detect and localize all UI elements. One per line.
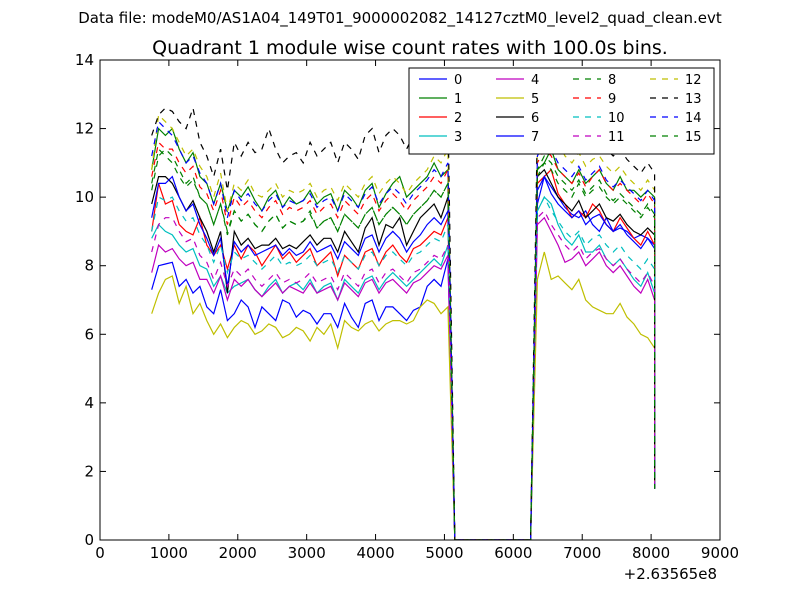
legend-label-15: 15 <box>685 130 702 145</box>
data-file-label: Data file: modeM0/AS1A04_149T01_90000020… <box>78 9 722 28</box>
chart-title: Quadrant 1 module wise count rates with … <box>152 37 668 59</box>
x-tick-label: 1000 <box>150 544 188 562</box>
legend-label-3: 3 <box>454 130 462 145</box>
x-tick-label: 2000 <box>219 544 257 562</box>
legend-label-7: 7 <box>531 130 539 145</box>
y-tick-label: 10 <box>75 188 94 206</box>
legend-label-1: 1 <box>454 92 462 107</box>
series-line-3 <box>151 196 656 540</box>
legend-label-10: 10 <box>608 111 625 126</box>
y-tick-label: 14 <box>75 51 94 69</box>
legend-label-2: 2 <box>454 111 462 126</box>
y-tick-label: 6 <box>84 325 94 343</box>
series-line-5 <box>151 251 656 540</box>
y-tick-label: 2 <box>84 462 94 480</box>
legend-label-8: 8 <box>608 73 616 88</box>
series-line-1 <box>151 127 656 540</box>
legend-label-12: 12 <box>685 73 702 88</box>
x-axis: 0 1000 2000 3000 4000 5000 6000 7000 8000 9000 <box>95 60 739 562</box>
legend-label-11: 11 <box>608 130 625 145</box>
series-line-12 <box>151 87 656 540</box>
legend-label-5: 5 <box>531 92 539 107</box>
y-tick-label: 12 <box>75 120 94 138</box>
series-layer <box>151 87 656 540</box>
legend-label-13: 13 <box>685 92 702 107</box>
legend-label-9: 9 <box>608 92 616 107</box>
series-line-15 <box>151 147 656 540</box>
x-tick-label: 6000 <box>494 544 532 562</box>
y-tick-label: 8 <box>84 257 94 275</box>
x-tick-label: 0 <box>95 544 105 562</box>
series-line-2 <box>151 168 656 540</box>
y-tick-label: 0 <box>84 531 94 549</box>
y-tick-label: 4 <box>84 394 94 412</box>
series-line-6 <box>151 168 656 540</box>
x-tick-label: 3000 <box>288 544 326 562</box>
x-tick-label: 7000 <box>563 544 601 562</box>
x-tick-label: 4000 <box>356 544 394 562</box>
series-line-13 <box>151 105 656 540</box>
x-tick-label: 9000 <box>701 544 739 562</box>
series-line-7 <box>151 175 656 540</box>
series-line-11 <box>151 209 656 540</box>
series-line-10 <box>151 195 656 540</box>
series-line-4 <box>151 216 656 540</box>
series-line-14 <box>151 120 656 540</box>
x-axis-offset-label: +2.63565e8 <box>624 565 717 583</box>
legend-label-4: 4 <box>531 73 539 88</box>
x-tick-label: 8000 <box>632 544 670 562</box>
series-line-9 <box>151 141 656 540</box>
plot-frame <box>99 59 721 541</box>
legend-label-6: 6 <box>531 111 539 126</box>
legend-box <box>408 67 715 155</box>
x-tick-label: 5000 <box>425 544 463 562</box>
legend-label-0: 0 <box>454 73 462 88</box>
legend-label-14: 14 <box>685 111 702 126</box>
